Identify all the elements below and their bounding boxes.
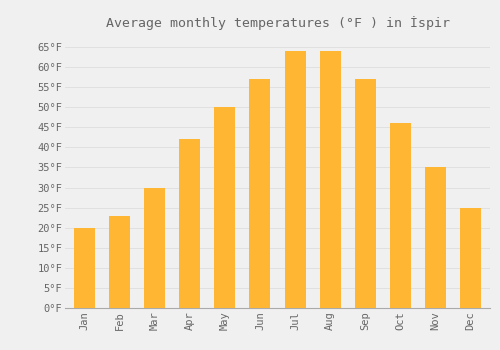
Title: Average monthly temperatures (°F ) in İspir: Average monthly temperatures (°F ) in İs… [106,16,450,30]
Bar [109,216,130,308]
Bar [250,79,270,308]
Bar [144,188,165,308]
Bar [214,107,236,308]
Bar [74,228,95,308]
Bar [355,79,376,308]
Bar [460,208,481,308]
Bar [284,51,306,308]
Bar [390,123,411,308]
Bar [425,168,446,308]
Bar [320,51,340,308]
Bar [179,139,200,308]
